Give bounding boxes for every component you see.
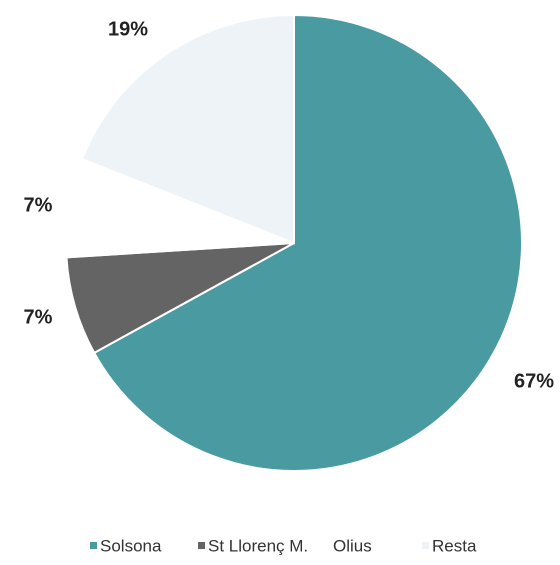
legend-swatch	[323, 542, 330, 549]
legend: Solsona St Llorenç M. Olius Resta	[90, 536, 477, 555]
legend-item: Olius	[323, 536, 372, 555]
slice-value-label: 7%	[24, 194, 53, 216]
pie-slice-resta	[80, 13, 295, 245]
legend-label: Solsona	[100, 536, 162, 555]
legend-item: Solsona	[90, 536, 162, 555]
slice-value-label: 7%	[24, 306, 53, 328]
pie-slices	[65, 13, 523, 472]
legend-swatch	[198, 542, 205, 549]
slice-value-label: 67%	[514, 370, 554, 392]
legend-label: Resta	[432, 536, 477, 555]
legend-item: Resta	[422, 536, 477, 555]
pie-slice-solsona	[92, 13, 523, 472]
legend-swatch	[90, 542, 97, 549]
slice-value-label: 19%	[108, 18, 148, 40]
legend-label: St Llorenç M.	[208, 536, 308, 555]
pie-value-labels: 67% 7% 7% 19%	[24, 18, 555, 392]
legend-item: St Llorenç M.	[198, 536, 308, 555]
legend-label: Olius	[333, 536, 372, 555]
legend-swatch	[422, 542, 429, 549]
